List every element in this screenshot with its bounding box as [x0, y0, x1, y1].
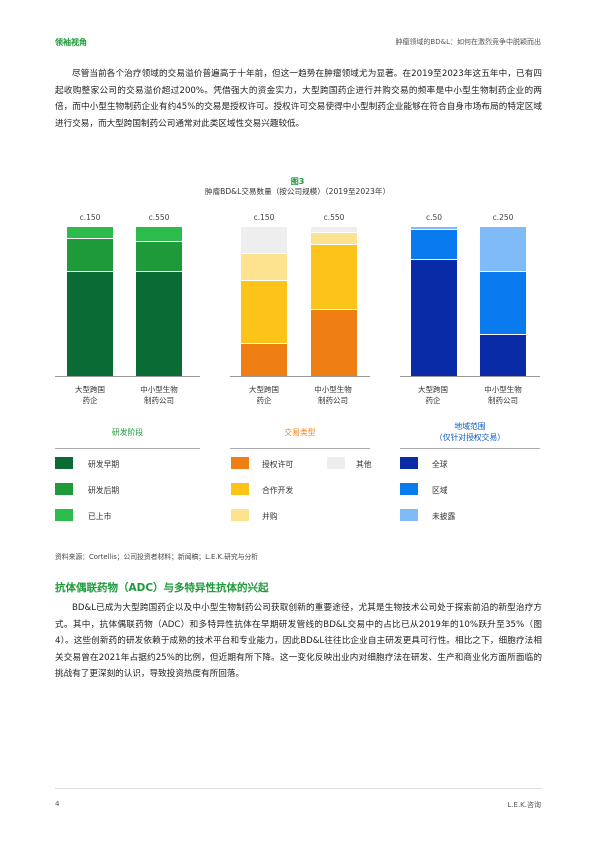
- body-paragraph: BD&L已成为大型跨国药企以及中小型生物制药公司获取创新的重要途径，尤其是生物技…: [55, 603, 542, 679]
- bar-total-label: c.550: [323, 213, 345, 222]
- category-label-small-g2: 中小型生物 制药公司: [314, 385, 352, 405]
- bar-total-label: c.550: [148, 213, 170, 222]
- bar-segment: [480, 226, 526, 271]
- chart-source-note: 资料来源：Cortellis；公司投资者材料；新闻稿；L.E.K.研究与分析: [55, 553, 259, 561]
- baseline-group1: [55, 376, 200, 377]
- legend-swatch-other: [327, 457, 345, 469]
- page-number: 4: [55, 800, 60, 808]
- legend-label-marketed: 已上市: [88, 512, 112, 521]
- bar-segment: [311, 226, 357, 232]
- group-divider-1: [55, 448, 200, 449]
- figure-subtitle: 肿瘤BD&L交易数量（按公司规模）（2019至2023年）: [204, 187, 391, 196]
- group-divider-2: [230, 448, 370, 449]
- bar-segment: [67, 271, 113, 376]
- legend-label-undisclosed: 未披露: [432, 512, 456, 521]
- legend-swatch-marketed: [55, 509, 73, 521]
- category-label-small-g1: 中小型生物 制药公司: [140, 385, 178, 405]
- bar-segment: [67, 226, 113, 238]
- bar-segment: [241, 343, 287, 376]
- group-label-deal-type: 交易类型: [284, 428, 316, 437]
- bar-total-label: c.150: [79, 213, 101, 222]
- bar-segment: [136, 271, 182, 376]
- legend-swatch-licensing: [231, 457, 249, 469]
- baseline-group2: [230, 376, 370, 377]
- category-label-small-g3: 中小型生物 制药公司: [484, 385, 522, 405]
- legend-swatch-late: [55, 483, 73, 495]
- section-title: 抗体偶联药物（ADC）与多特异性抗体的兴起: [55, 582, 269, 594]
- legend-swatch-global: [400, 457, 418, 469]
- header-section-label: 领袖视角: [55, 38, 87, 47]
- category-label-big-g2: 大型跨国 药企: [249, 385, 279, 405]
- bar-segment: [411, 226, 457, 229]
- group-label-stage: 研发阶段: [111, 428, 144, 437]
- group-label-region: 地域范围 （仅针对授权交易）: [434, 422, 506, 442]
- bar-segment: [241, 253, 287, 280]
- bar-segment: [311, 232, 357, 244]
- group-divider-3: [400, 448, 540, 449]
- legend-label-late: 研发后期: [88, 486, 120, 495]
- bar-segment: [411, 229, 457, 259]
- legend-swatch-undisclosed: [400, 509, 418, 521]
- footer-divider: [55, 788, 542, 789]
- bar-total-label: c.150: [253, 213, 275, 222]
- legend-label-regional: 区域: [432, 486, 448, 495]
- bar-total-label: c.250: [492, 213, 514, 222]
- bar-segment: [136, 241, 182, 271]
- bar-segment: [241, 280, 287, 343]
- legend-swatch-regional: [400, 483, 418, 495]
- intro-paragraph: 尽管当前各个治疗领域的交易溢价普遍高于十年前，但这一趋势在肿瘤领域尤为显著。在2…: [55, 69, 542, 129]
- header-report-title: 肿瘤领域的BD&L：如何在激烈竞争中脱颖而出: [395, 38, 541, 46]
- bar-segment: [480, 271, 526, 334]
- bar-total-label: c.50: [425, 213, 443, 222]
- legend-label-early: 研发早期: [88, 460, 120, 469]
- bar-segment: [241, 226, 287, 253]
- legend-label-global: 全球: [432, 460, 448, 469]
- stacked-bar: [311, 226, 357, 376]
- stacked-bar: [411, 226, 457, 376]
- bar-segment: [311, 308, 357, 376]
- figure-label: 图3: [290, 177, 305, 186]
- bar-segment: [311, 244, 357, 309]
- category-label-big-g3: 大型跨国 药企: [418, 385, 448, 405]
- bar-segment: [136, 226, 182, 241]
- legend-label-other: 其他: [356, 460, 372, 469]
- bar-segment: [411, 259, 457, 376]
- legend-label-licensing: 授权许可: [262, 460, 294, 469]
- bar-segment: [480, 334, 526, 376]
- category-label-big-g1: 大型跨国 药企: [75, 385, 105, 405]
- stacked-bar: [67, 226, 113, 376]
- baseline-group3: [400, 376, 540, 377]
- stacked-bar: [480, 226, 526, 376]
- legend-swatch-codev: [231, 483, 249, 495]
- stacked-bar: [241, 226, 287, 376]
- legend-swatch-ma: [231, 509, 249, 521]
- stacked-bar: [136, 226, 182, 376]
- legend-label-codev: 合作开发: [262, 486, 294, 495]
- legend-swatch-early: [55, 457, 73, 469]
- bar-segment: [67, 238, 113, 271]
- footer-brand: L.E.K.咨询: [507, 801, 541, 809]
- legend-label-ma: 并购: [262, 512, 278, 521]
